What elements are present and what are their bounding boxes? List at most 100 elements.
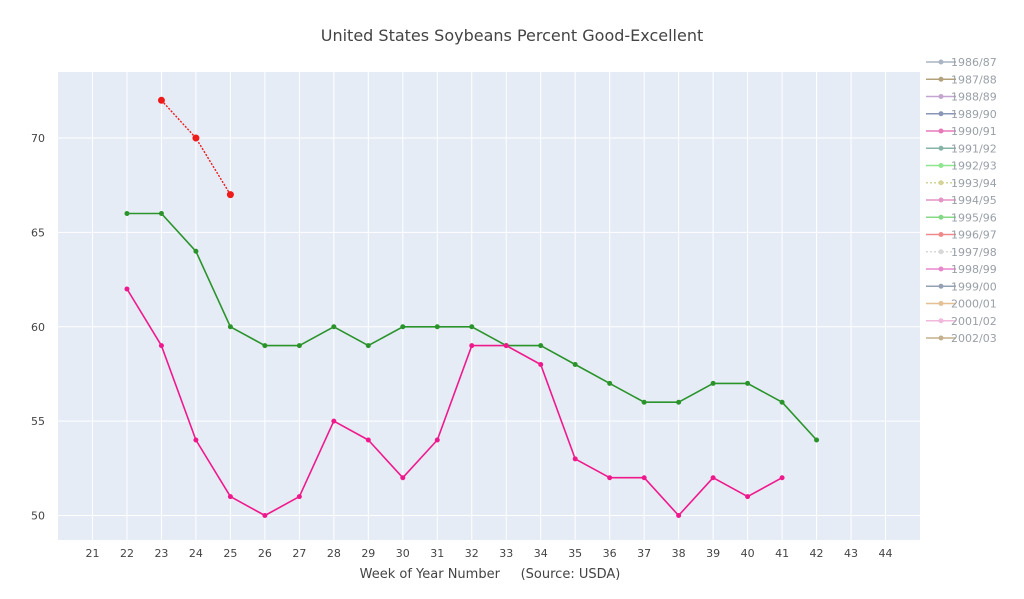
series-line-1 <box>160 99 231 196</box>
data-point <box>434 437 440 443</box>
legend-swatch-marker <box>938 59 944 65</box>
x-tick-label: 23 <box>154 547 168 560</box>
x-tick-label: 21 <box>85 547 99 560</box>
x-tick-label: 25 <box>223 547 237 560</box>
data-point <box>434 324 440 330</box>
data-point <box>779 475 785 481</box>
data-point <box>296 343 302 349</box>
legend-swatch-marker <box>938 249 944 255</box>
legend-swatch-marker <box>938 318 944 324</box>
x-tick-label: 33 <box>499 547 513 560</box>
x-tick-label: 41 <box>775 547 789 560</box>
legend-swatch-marker <box>938 214 944 220</box>
data-point <box>503 343 509 349</box>
data-point <box>157 96 165 104</box>
x-tick-label: 37 <box>637 547 651 560</box>
y-tick-label: 50 <box>31 509 45 522</box>
legend-item[interactable]: 1989/90 <box>926 108 997 121</box>
x-tick-label: 30 <box>396 547 410 560</box>
data-point <box>193 248 199 254</box>
legend-swatch-marker <box>938 232 944 237</box>
legend-label: 1994/95 <box>951 194 997 207</box>
data-point <box>469 324 475 330</box>
data-point <box>641 399 647 405</box>
legend-swatch-marker <box>938 180 944 186</box>
legend-swatch-marker <box>938 283 944 289</box>
x-tick-label: 36 <box>603 547 617 560</box>
x-tick-label: 44 <box>879 547 893 560</box>
data-point <box>296 494 302 500</box>
y-tick-label: 65 <box>31 226 45 239</box>
legend-swatch-marker <box>938 335 944 341</box>
x-axis-title: Week of Year Number (Source: USDA) <box>360 567 621 582</box>
legend-item[interactable]: 1993/94 <box>926 177 997 190</box>
data-point <box>331 418 337 424</box>
data-point <box>745 380 751 386</box>
legend-item[interactable]: 1999/00 <box>926 280 997 293</box>
x-tick-label: 28 <box>327 547 341 560</box>
data-point <box>192 134 200 142</box>
data-point <box>331 324 337 330</box>
series-layer <box>124 96 820 518</box>
x-tick-label: 38 <box>672 547 686 560</box>
legend-label: 1990/91 <box>951 125 997 138</box>
data-point <box>158 343 164 349</box>
y-tick-label: 60 <box>31 321 45 334</box>
legend-item[interactable]: 1994/95 <box>926 194 997 207</box>
data-point <box>469 343 475 349</box>
data-point <box>227 324 233 330</box>
x-tick-label: 24 <box>189 547 203 560</box>
legend-item[interactable]: 1991/92 <box>926 142 997 155</box>
legend-item[interactable]: 1990/91 <box>926 125 997 138</box>
legend-item[interactable]: 1986/87 <box>926 56 997 69</box>
data-point <box>779 399 785 405</box>
legend-item[interactable]: 1992/93 <box>926 160 997 173</box>
legend-label: 1995/96 <box>951 211 997 224</box>
x-tick-label: 34 <box>534 547 548 560</box>
legend-item[interactable]: 1987/88 <box>926 73 997 86</box>
data-point <box>262 343 268 349</box>
legend-label: 1996/97 <box>951 229 997 242</box>
x-tick-label: 31 <box>430 547 444 560</box>
legend-swatch-marker <box>938 76 944 82</box>
legend-label: 1992/93 <box>951 160 997 173</box>
legend[interactable]: 1986/87 1987/88 1988/89 1989/90 1990/91 1991/… <box>926 56 997 345</box>
legend-item[interactable]: 2002/03 <box>926 332 997 345</box>
y-tick-label: 70 <box>31 132 45 145</box>
x-tick-label: 22 <box>120 547 134 560</box>
data-point <box>538 343 544 349</box>
legend-item[interactable]: 1996/97 <box>926 229 997 242</box>
legend-item[interactable]: 2001/02 <box>926 315 997 328</box>
legend-label: 1993/94 <box>951 177 997 190</box>
legend-label: 1989/90 <box>951 108 997 121</box>
legend-label: 1997/98 <box>951 246 997 259</box>
data-point <box>365 437 371 443</box>
legend-swatch-marker <box>938 128 944 134</box>
x-tick-label: 39 <box>706 547 720 560</box>
legend-swatch-marker <box>938 197 944 203</box>
legend-label: 2000/01 <box>951 298 997 311</box>
legend-label: 1991/92 <box>951 142 997 155</box>
legend-label: 2002/03 <box>951 332 997 345</box>
legend-swatch-marker <box>938 301 944 306</box>
gridlines <box>58 72 920 540</box>
legend-item[interactable]: 1988/89 <box>926 91 997 104</box>
data-point <box>814 437 820 443</box>
legend-item[interactable]: 1998/99 <box>926 263 997 276</box>
x-tick-label: 32 <box>465 547 479 560</box>
data-point <box>227 494 233 500</box>
legend-item[interactable]: 1997/98 <box>926 246 997 259</box>
legend-label: 1988/89 <box>951 91 997 104</box>
data-point <box>400 475 406 481</box>
legend-label: 1987/88 <box>951 73 997 86</box>
data-point <box>193 437 199 443</box>
legend-swatch-marker <box>938 163 944 168</box>
data-point <box>124 286 130 292</box>
legend-label: 1999/00 <box>951 280 997 293</box>
data-point <box>607 475 613 481</box>
legend-item[interactable]: 2000/01 <box>926 298 997 311</box>
legend-swatch-marker <box>938 111 944 117</box>
legend-item[interactable]: 1995/96 <box>926 211 997 224</box>
data-point <box>745 494 751 500</box>
